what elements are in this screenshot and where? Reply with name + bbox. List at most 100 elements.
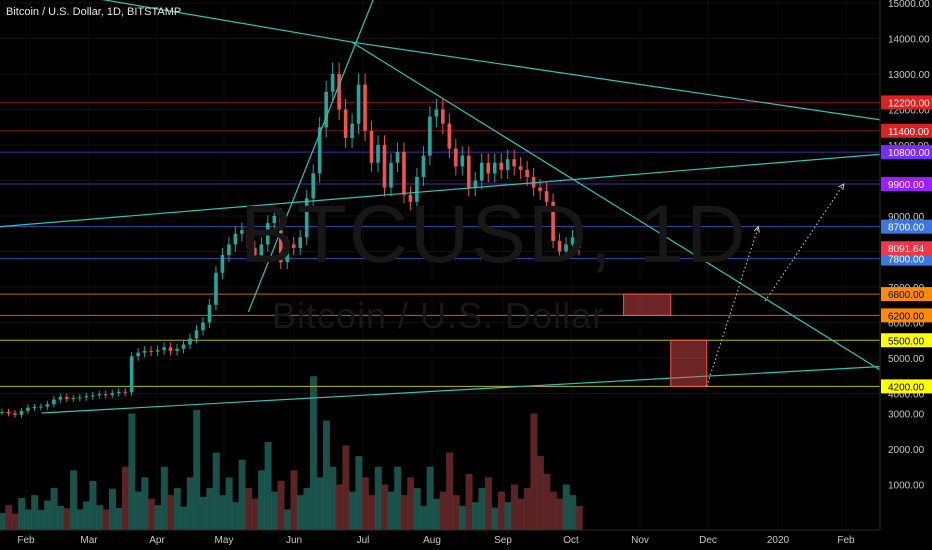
price-level-badge-label: 12200.00 bbox=[888, 98, 930, 109]
price-level-badge-label: 4200.00 bbox=[888, 382, 925, 393]
volume-bar bbox=[387, 491, 395, 530]
time-axis-bg bbox=[0, 530, 880, 550]
target-box bbox=[623, 293, 672, 316]
trend-line bbox=[247, 0, 374, 313]
trend-line bbox=[41, 364, 907, 414]
candle-body bbox=[39, 406, 43, 408]
volume-bar bbox=[381, 484, 389, 530]
volume-bar bbox=[258, 470, 266, 530]
candle-body bbox=[389, 162, 393, 188]
candle-body bbox=[518, 166, 523, 170]
price-tick-label: 13000.00 bbox=[888, 70, 930, 81]
trend-line bbox=[101, 0, 352, 43]
price-level-badge bbox=[881, 145, 932, 160]
horizontal-price-levels bbox=[0, 101, 880, 387]
price-level-badge bbox=[881, 308, 932, 323]
candle-body bbox=[538, 187, 542, 192]
candle-body bbox=[460, 155, 465, 167]
candle-body bbox=[26, 407, 30, 411]
volume-bar bbox=[115, 507, 123, 530]
candle-body bbox=[479, 162, 484, 181]
volume-bar bbox=[102, 509, 110, 530]
candle-body bbox=[65, 397, 69, 399]
candle-body bbox=[285, 244, 290, 263]
candle-body bbox=[505, 159, 510, 170]
volume-bar bbox=[70, 470, 78, 530]
candle-body bbox=[116, 391, 121, 394]
candle-body bbox=[194, 330, 199, 339]
volume-bar bbox=[96, 505, 103, 530]
candle-body bbox=[97, 394, 102, 396]
candle-body bbox=[350, 123, 354, 138]
time-tick-label: Jul bbox=[357, 535, 370, 546]
time-tick-label: Sep bbox=[494, 535, 512, 546]
candle-body bbox=[149, 350, 153, 352]
candle-body bbox=[246, 230, 251, 248]
time-tick-label: May bbox=[215, 535, 234, 546]
price-level-badge-label: 10800.00 bbox=[888, 148, 930, 159]
candle-body bbox=[162, 347, 166, 351]
volume-bar bbox=[284, 509, 291, 530]
candle-body bbox=[551, 201, 555, 241]
price-level-badge bbox=[881, 219, 932, 234]
volume-bar bbox=[536, 456, 544, 530]
candle-body bbox=[304, 198, 309, 238]
price-tick-label: 4000.00 bbox=[888, 390, 925, 401]
volume-bar bbox=[575, 505, 583, 530]
volume-bar bbox=[134, 491, 142, 530]
volume-bar bbox=[420, 505, 428, 530]
candle-body bbox=[376, 145, 380, 163]
price-level-badge-label: 5500.00 bbox=[888, 336, 925, 347]
time-axis[interactable]: Feb Mar Apr May Jun Jul Aug Sep Oct Nov Dec 2020 Feb bbox=[0, 529, 880, 550]
candle-body bbox=[123, 391, 127, 393]
price-axis[interactable]: 15000.0014000.0013000.0012000.0011000.00… bbox=[879, 0, 932, 550]
candle-body bbox=[84, 396, 89, 398]
price-level-badge bbox=[881, 379, 932, 394]
volume-bar bbox=[44, 500, 52, 530]
volume-bar bbox=[57, 505, 65, 530]
volume-bar bbox=[459, 505, 467, 530]
candle-body bbox=[253, 247, 257, 256]
volume-bar bbox=[394, 466, 402, 530]
volume-tick-label: 1000.00 bbox=[888, 481, 925, 492]
time-tick-label: Nov bbox=[631, 535, 649, 546]
price-level-badge bbox=[881, 123, 932, 138]
volume-bar bbox=[322, 420, 330, 530]
time-tick-label: Apr bbox=[149, 535, 165, 546]
volume-bar bbox=[0, 512, 6, 530]
volume-bar bbox=[251, 498, 259, 530]
candle-body bbox=[227, 244, 231, 256]
candle-body bbox=[103, 394, 108, 396]
volume-bar bbox=[296, 495, 304, 530]
volume-bar bbox=[212, 452, 220, 530]
candle-body bbox=[570, 237, 575, 245]
volume-tick-label: 2000.00 bbox=[888, 445, 925, 456]
volume-bar bbox=[147, 498, 155, 530]
candle-body bbox=[402, 152, 406, 195]
price-tick-label: 12000.00 bbox=[888, 106, 930, 117]
volume-bar bbox=[238, 459, 246, 530]
volume-bar bbox=[11, 513, 19, 530]
trend-line bbox=[351, 41, 907, 387]
volume-bar bbox=[290, 470, 298, 530]
volume-bar bbox=[50, 488, 58, 530]
price-level-badge bbox=[881, 287, 932, 302]
candle-body bbox=[181, 344, 186, 349]
watermark-symbol: BTCUSD, 1D bbox=[240, 189, 748, 280]
volume-bar bbox=[348, 491, 356, 530]
candle-body bbox=[188, 338, 192, 345]
volume-bar bbox=[309, 376, 317, 530]
volume-bar bbox=[199, 496, 207, 530]
volume-bar bbox=[472, 502, 480, 530]
volume-bar bbox=[517, 498, 525, 530]
price-level-badge-label: 9900.00 bbox=[888, 180, 925, 191]
projection-arrow bbox=[764, 183, 845, 302]
time-tick-label: 2020 bbox=[767, 535, 790, 546]
price-tick-label: 9000.00 bbox=[888, 212, 925, 223]
candle-body bbox=[544, 191, 549, 202]
volume-tick-label: 3000.00 bbox=[888, 410, 925, 421]
candle-body bbox=[343, 109, 348, 138]
candle-body bbox=[454, 148, 458, 167]
volume-bar bbox=[510, 484, 518, 530]
